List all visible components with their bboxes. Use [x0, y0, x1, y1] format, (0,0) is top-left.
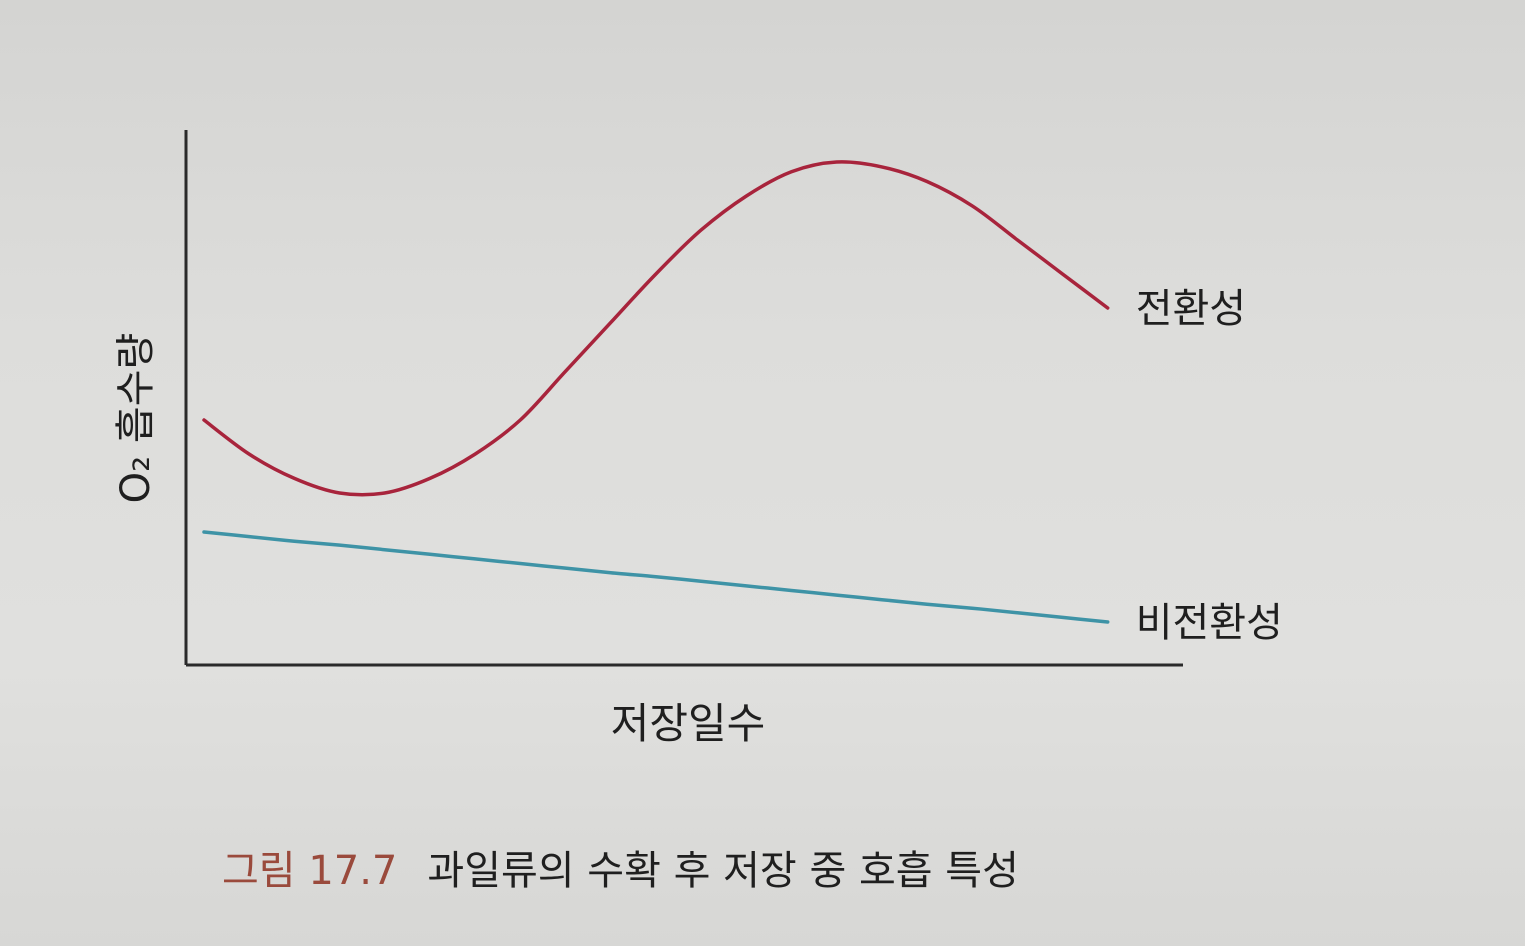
figure-caption: 그림 17.7 과일류의 수확 후 저장 중 호흡 특성 — [222, 838, 1019, 896]
series-line-1 — [202, 160, 1110, 497]
axes — [184, 130, 1183, 667]
series-label-2: 비전환성 — [1136, 600, 1283, 646]
caption-number: 그림 17.7 — [222, 848, 398, 894]
series-line-2 — [202, 530, 1110, 624]
x-axis-label: 저장일수 — [611, 699, 766, 748]
series-layer — [202, 160, 1110, 624]
series-label-1: 전환성 — [1136, 286, 1246, 332]
y-axis-label: O₂ 흡수량 — [113, 333, 159, 504]
caption-text: 과일류의 수확 후 저장 중 호흡 특성 — [427, 848, 1019, 894]
